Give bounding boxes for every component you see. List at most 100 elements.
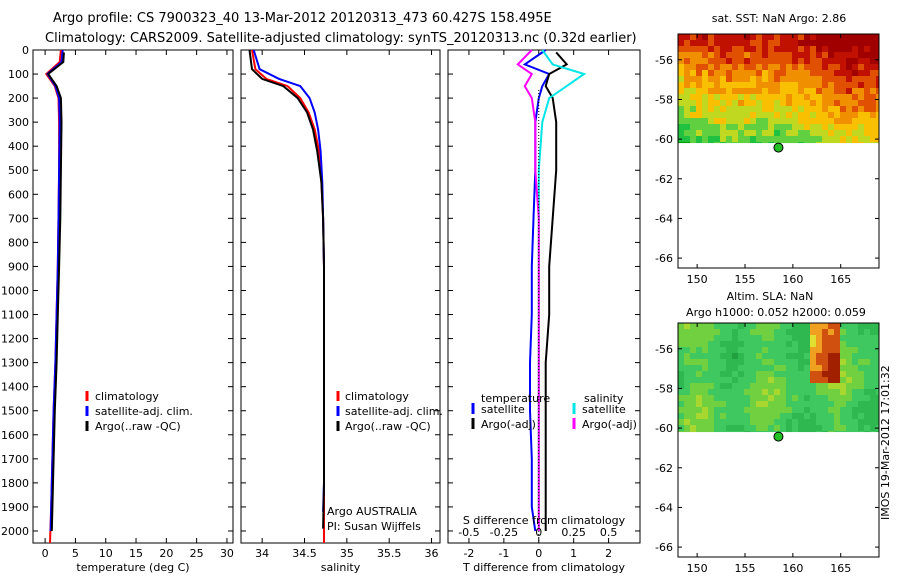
heatmap-cell — [762, 70, 768, 76]
heatmap-cell — [684, 112, 690, 118]
heatmap-cell — [756, 112, 762, 118]
heatmap-cell — [726, 365, 732, 371]
heatmap-cell — [780, 136, 786, 142]
heatmap-cell — [864, 335, 870, 341]
y-tick-label: -66 — [655, 252, 673, 265]
heatmap-cell — [804, 64, 810, 70]
heatmap-cell — [822, 407, 828, 413]
heatmap-cell — [846, 58, 852, 64]
heatmap-cell — [816, 329, 822, 335]
heatmap-cell — [852, 395, 858, 401]
heatmap-cell — [774, 118, 780, 124]
heatmap-cell — [738, 395, 744, 401]
heatmap-cell — [846, 40, 852, 46]
heatmap-cell — [702, 401, 708, 407]
heatmap-cell — [864, 88, 870, 94]
heatmap-cell — [762, 124, 768, 130]
y-tick-label: -62 — [655, 173, 673, 186]
side-timestamp: IMOS 19-Mar-2012 17:01:32 — [879, 365, 892, 520]
legend-title: salinity — [584, 392, 624, 405]
heatmap-cell — [828, 425, 834, 431]
heatmap-cell — [732, 389, 738, 395]
heatmap-cell — [780, 329, 786, 335]
heatmap-cell — [690, 341, 696, 347]
heatmap-cell — [864, 76, 870, 82]
heatmap-cell — [690, 407, 696, 413]
heatmap-cell — [822, 365, 828, 371]
heatmap-cell — [876, 341, 879, 347]
heatmap-cell — [864, 34, 870, 40]
heatmap-cell — [852, 323, 858, 329]
heatmap-cell — [762, 142, 768, 144]
heatmap-cell — [846, 64, 852, 70]
heatmap-cell — [726, 425, 732, 431]
y-tick-label: -56 — [655, 343, 673, 356]
heatmap-cell — [846, 112, 852, 118]
heatmap-cell — [852, 46, 858, 52]
heatmap-cell — [708, 371, 714, 377]
heatmap-cell — [876, 431, 879, 433]
heatmap-cell — [864, 419, 870, 425]
heatmap-cell — [702, 40, 708, 46]
heatmap-cell — [864, 130, 870, 136]
heatmap-cell — [834, 383, 840, 389]
heatmap-cell — [678, 82, 684, 88]
x-axis-label: temperature (deg C) — [76, 561, 189, 574]
heatmap-cell — [786, 46, 792, 52]
heatmap-cell — [792, 371, 798, 377]
heatmap-cell — [726, 130, 732, 136]
heatmap-cell — [774, 64, 780, 70]
heatmap-cell — [696, 407, 702, 413]
heatmap-cell — [780, 142, 786, 144]
heatmap-cell — [684, 82, 690, 88]
heatmap-cell — [762, 401, 768, 407]
heatmap-cell — [852, 94, 858, 100]
heatmap-cell — [750, 100, 756, 106]
heatmap-cell — [768, 130, 774, 136]
heatmap-cell — [786, 70, 792, 76]
heatmap-cell — [714, 88, 720, 94]
heatmap-cell — [678, 383, 684, 389]
y-tick-label: 0 — [22, 44, 29, 57]
heatmap-cell — [756, 100, 762, 106]
heatmap-cell — [708, 395, 714, 401]
heatmap-cell — [768, 94, 774, 100]
heatmap-cell — [864, 142, 870, 144]
heatmap-cell — [840, 407, 846, 413]
heatmap-cell — [822, 323, 828, 329]
heatmap-cell — [864, 359, 870, 365]
heatmap-cell — [798, 106, 804, 112]
heatmap-cell — [846, 94, 852, 100]
argo-position-marker — [773, 431, 784, 442]
heatmap-cell — [708, 34, 714, 40]
y-tick-label: 1200 — [1, 333, 29, 346]
heatmap-cell — [738, 142, 744, 144]
heatmap-cell — [816, 413, 822, 419]
heatmap-cell — [768, 112, 774, 118]
heatmap-cell — [696, 46, 702, 52]
heatmap-cell — [762, 347, 768, 353]
heatmap-cell — [792, 82, 798, 88]
heatmap-cell — [780, 64, 786, 70]
heatmap-cell — [708, 124, 714, 130]
heatmap-cell — [876, 401, 879, 407]
heatmap-cell — [810, 365, 816, 371]
heatmap-cell — [762, 76, 768, 82]
heatmap-cell — [702, 124, 708, 130]
heatmap-cell — [840, 335, 846, 341]
heatmap-cell — [798, 70, 804, 76]
heatmap-cell — [726, 335, 732, 341]
heatmap-cell — [720, 431, 726, 433]
heatmap-cell — [780, 82, 786, 88]
heatmap-cell — [870, 419, 876, 425]
heatmap-cell — [816, 52, 822, 58]
heatmap-cell — [876, 377, 879, 383]
heatmap-cell — [756, 70, 762, 76]
heatmap-cell — [804, 76, 810, 82]
heatmap-cell — [768, 124, 774, 130]
y-tick-label: 1800 — [1, 477, 29, 490]
map-subtitle: Argo h1000: 0.052 h2000: 0.059 — [686, 306, 866, 319]
heatmap-cell — [720, 118, 726, 124]
heatmap-cell — [774, 431, 780, 433]
series-line-magenta — [516, 49, 540, 531]
